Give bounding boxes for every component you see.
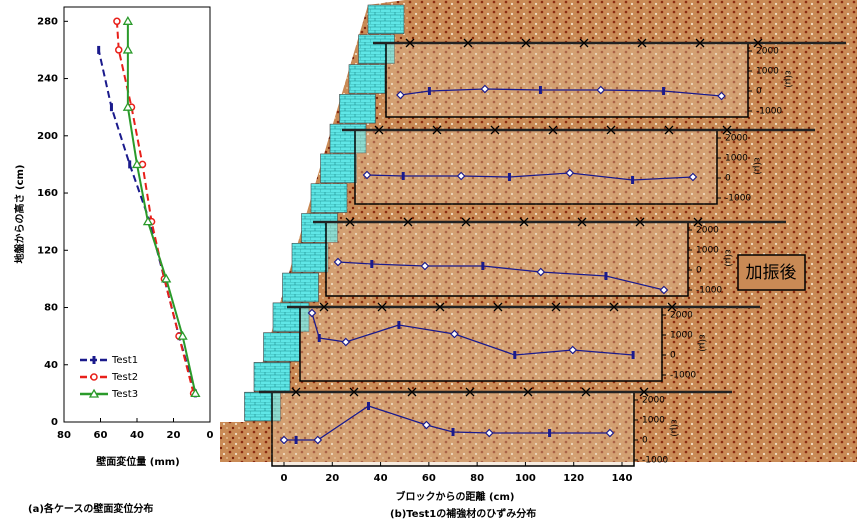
marker (318, 334, 321, 342)
x-tick-label: 120 (563, 473, 584, 484)
y-tick-label: 0 (642, 436, 648, 446)
y-tick-label: 1000 (696, 246, 719, 256)
marker (295, 436, 298, 444)
marker (662, 87, 665, 95)
y-tick-label: 2000 (642, 396, 665, 406)
y-tick-label: 240 (37, 74, 58, 85)
marker (116, 47, 122, 53)
strain-panel (300, 307, 662, 381)
wall-block (292, 243, 328, 272)
wall-block (254, 362, 290, 391)
y-tick-label: 2000 (725, 134, 748, 144)
y-tick-label: 0 (756, 87, 762, 97)
marker (114, 18, 120, 24)
x-tick-label: 60 (94, 430, 108, 441)
marker (110, 103, 113, 111)
wall-block (311, 184, 347, 213)
y-tick-label: 2000 (756, 47, 779, 57)
x-tick-label: 100 (515, 473, 536, 484)
marker (481, 262, 484, 270)
y-tick-label: -1000 (725, 194, 751, 204)
y-tick-label: 160 (37, 188, 58, 199)
marker (513, 351, 516, 359)
caption: (b)Test1の補強材のひずみ分布 (390, 507, 536, 520)
y-axis-label: ε(μ) (723, 249, 733, 267)
figure: 加振後 (a)各ケースの壁面変位分布 (b)Test1の補強材のひずみ分布 壁面… (0, 0, 857, 526)
marker (539, 86, 542, 94)
y-tick-label: 40 (44, 360, 58, 371)
marker (370, 260, 373, 268)
marker (97, 46, 100, 54)
y-axis-label: ε(μ) (697, 334, 707, 352)
strain-panel (386, 43, 748, 117)
marker (128, 160, 131, 168)
marker (508, 173, 511, 181)
x-tick-label: 0 (207, 430, 214, 441)
x-tick-label: 140 (612, 473, 633, 484)
y-tick-label: 2000 (670, 311, 693, 321)
marker (91, 374, 97, 380)
wall-block (340, 94, 376, 123)
y-tick-label: 1000 (725, 154, 748, 164)
x-tick-label: 80 (470, 473, 484, 484)
y-tick-label: 1000 (756, 67, 779, 77)
y-tick-label: 120 (37, 245, 58, 256)
y-tick-label: 0 (51, 417, 58, 428)
x-tick-label: 40 (130, 430, 144, 441)
y-tick-label: 80 (44, 303, 58, 314)
y-tick-label: 280 (37, 16, 58, 27)
y-tick-label: 1000 (670, 331, 693, 341)
marker (367, 402, 370, 410)
x-tick-label: 20 (167, 430, 181, 441)
y-tick-label: 200 (37, 131, 58, 142)
wall-block (264, 333, 300, 362)
marker (452, 428, 455, 436)
marker (402, 172, 405, 180)
wall-block (349, 65, 385, 94)
marker (632, 351, 635, 359)
x-tick-label: 40 (374, 473, 388, 484)
x-tick-label: 80 (57, 430, 71, 441)
x-axis-label: ブロックからの距離 (cm) (396, 490, 515, 503)
strain-panel (355, 130, 717, 204)
wall-block (321, 154, 357, 183)
y-tick-label: 2000 (696, 226, 719, 236)
marker (631, 176, 634, 184)
marker (93, 356, 96, 364)
marker (397, 321, 400, 329)
legend-label: Test2 (111, 372, 138, 383)
y-axis-label: ε(μ) (669, 419, 679, 437)
marker (428, 87, 431, 95)
wall-block (283, 273, 319, 302)
note: 加振後 (746, 263, 797, 283)
y-tick-label: 0 (725, 174, 731, 184)
y-tick-label: -1000 (696, 286, 722, 296)
y-axis-label: 地盤からの高さ (cm) (13, 165, 26, 264)
y-axis-label: ε(μ) (783, 70, 793, 88)
y-tick-label: -1000 (670, 371, 696, 381)
y-tick-label: 0 (670, 351, 676, 361)
wall-block (368, 5, 404, 34)
y-tick-label: -1000 (756, 107, 782, 117)
y-tick-label: 0 (696, 266, 702, 276)
legend-label: Test3 (111, 389, 138, 400)
marker (548, 429, 551, 437)
x-axis-label: 壁面変位量 (mm) (96, 455, 179, 468)
x-tick-label: 60 (422, 473, 436, 484)
y-tick-label: -1000 (642, 456, 668, 466)
x-tick-label: 0 (281, 473, 288, 484)
y-tick-label: 1000 (642, 416, 665, 426)
legend-label: Test1 (111, 355, 138, 366)
marker (604, 272, 607, 280)
strain-panel (326, 222, 688, 296)
caption: (a)各ケースの壁面変位分布 (28, 502, 153, 515)
y-axis-label: ε(μ) (752, 157, 762, 175)
x-tick-label: 20 (325, 473, 339, 484)
